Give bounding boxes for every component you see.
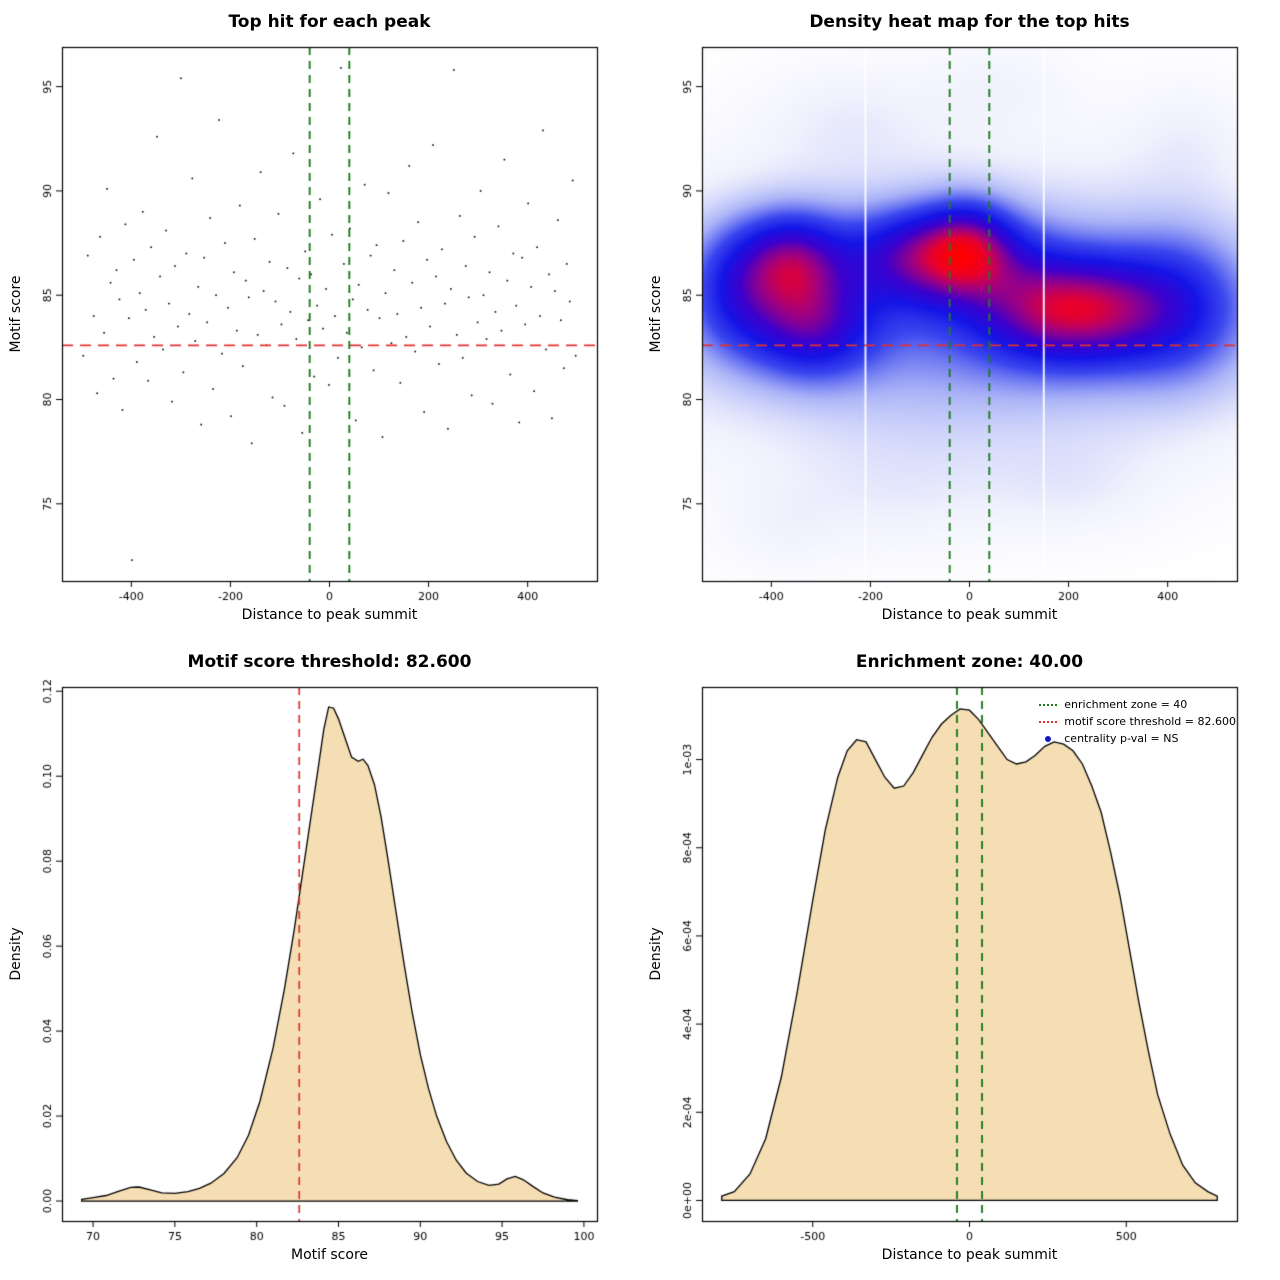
panel-density-heatmap: Density heat map for the top hits Distan… — [640, 0, 1280, 640]
x-axis-label: Distance to peak summit — [881, 607, 1058, 623]
distance-density-canvas — [640, 640, 1280, 1280]
x-axis-label: Distance to peak summit — [241, 607, 418, 623]
legend-label: centrality p-val = NS — [1064, 732, 1179, 745]
heatmap-canvas — [640, 0, 1280, 640]
chart-title: Motif score threshold: 82.600 — [187, 652, 472, 672]
y-axis-label: Density — [8, 927, 24, 981]
chart-title: Top hit for each peak — [228, 12, 431, 32]
x-axis-label: Motif score — [290, 1247, 369, 1263]
scatter-plot-canvas — [0, 0, 640, 640]
y-axis-label: Density — [648, 927, 664, 981]
y-axis-label: Motif score — [8, 275, 24, 353]
legend: enrichment zone = 40 motif score threshol… — [1039, 698, 1236, 745]
y-axis-label: Motif score — [648, 275, 664, 353]
chart-title: Enrichment zone: 40.00 — [855, 652, 1084, 672]
legend-label: enrichment zone = 40 — [1064, 698, 1188, 711]
score-density-canvas — [0, 640, 640, 1280]
legend-point-icon — [1045, 735, 1052, 742]
panel-top-hit-scatter: Top hit for each peak Distance to peak s… — [0, 0, 640, 640]
chart-title: Density heat map for the top hits — [809, 12, 1130, 32]
legend-dotted-line-icon — [1039, 720, 1058, 723]
legend-entry: motif score threshold = 82.600 — [1039, 715, 1236, 728]
panel-enrichment-zone-density: Enrichment zone: 40.00 Distance to peak … — [640, 640, 1280, 1280]
legend-entry: enrichment zone = 40 — [1039, 698, 1236, 711]
legend-entry: centrality p-val = NS — [1039, 732, 1236, 745]
legend-dotted-line-icon — [1039, 703, 1058, 706]
panel-motif-score-density: Motif score threshold: 82.600 Motif scor… — [0, 640, 640, 1280]
legend-label: motif score threshold = 82.600 — [1064, 715, 1236, 728]
x-axis-label: Distance to peak summit — [881, 1247, 1058, 1263]
